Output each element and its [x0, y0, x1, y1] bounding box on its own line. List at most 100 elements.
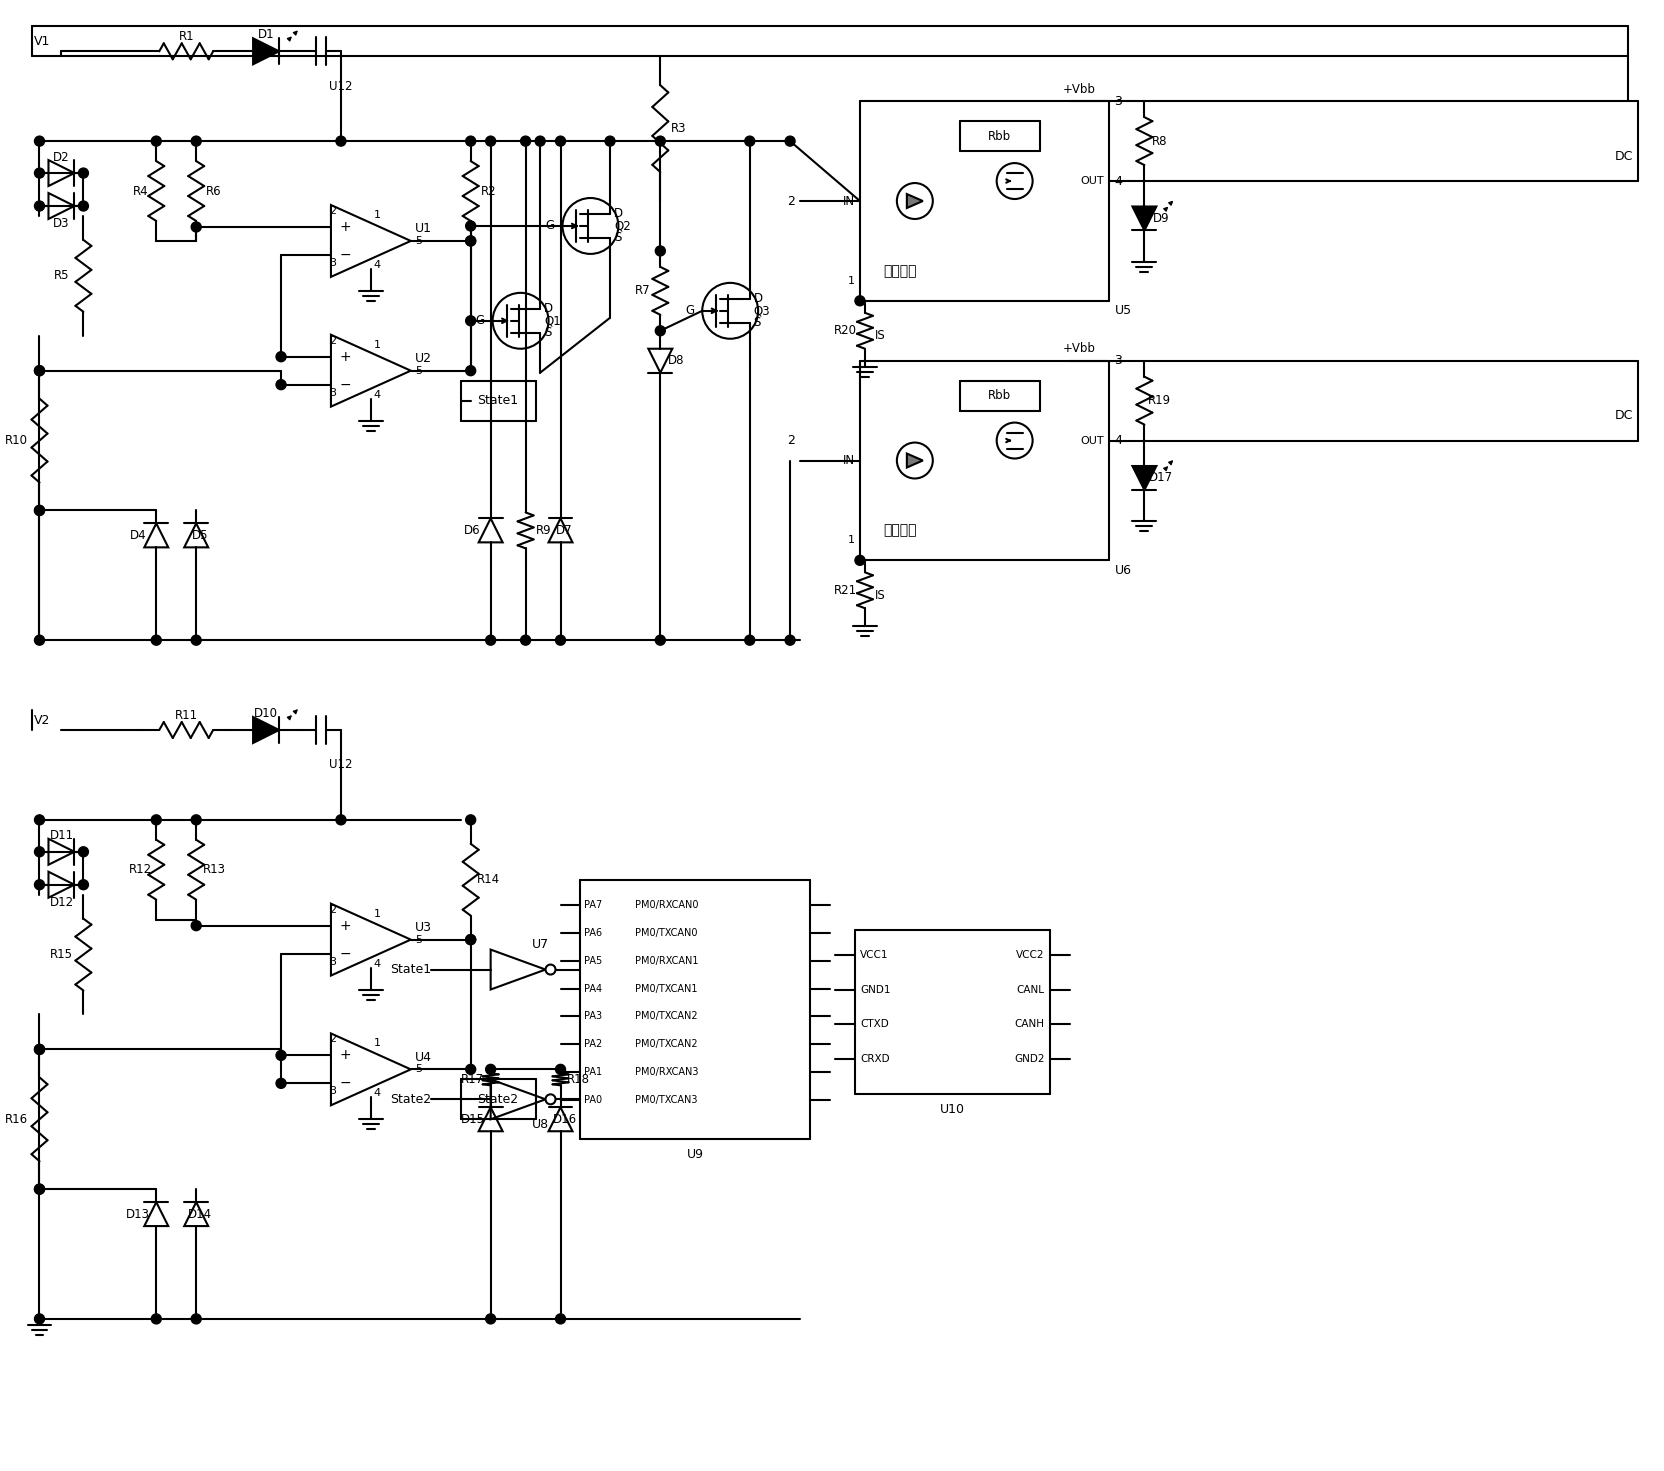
Text: V1: V1: [33, 35, 50, 49]
Text: R19: R19: [1148, 394, 1171, 407]
Text: U4: U4: [414, 1050, 431, 1064]
Text: R1: R1: [178, 29, 195, 43]
Circle shape: [35, 366, 45, 375]
Circle shape: [35, 1184, 45, 1194]
Text: U12: U12: [329, 759, 353, 771]
Text: 4: 4: [1115, 434, 1122, 447]
Text: CRXD: CRXD: [860, 1055, 890, 1065]
Text: PM0/TXCAN2: PM0/TXCAN2: [636, 1012, 697, 1021]
Circle shape: [78, 202, 88, 210]
Circle shape: [78, 847, 88, 856]
Circle shape: [191, 137, 201, 146]
Text: R2: R2: [481, 184, 496, 197]
Text: R12: R12: [128, 863, 151, 877]
Circle shape: [556, 1065, 566, 1074]
Text: IS: IS: [875, 588, 885, 602]
Text: R10: R10: [5, 434, 28, 447]
Text: +Vbb: +Vbb: [1063, 82, 1097, 96]
Circle shape: [35, 1314, 45, 1324]
Circle shape: [336, 815, 346, 825]
Text: 2: 2: [329, 905, 336, 915]
Circle shape: [486, 1314, 496, 1324]
Text: R8: R8: [1151, 135, 1166, 147]
Circle shape: [785, 137, 795, 146]
Text: 3: 3: [329, 956, 336, 966]
Circle shape: [35, 635, 45, 646]
Circle shape: [855, 556, 865, 565]
Circle shape: [35, 880, 45, 890]
Text: PM0/TXCAN3: PM0/TXCAN3: [636, 1096, 697, 1105]
Text: GND2: GND2: [1013, 1055, 1045, 1065]
Circle shape: [466, 934, 476, 944]
Circle shape: [276, 1050, 286, 1061]
Text: 4: 4: [373, 959, 381, 968]
Text: D9: D9: [1153, 212, 1170, 225]
Text: U2: U2: [414, 352, 431, 365]
Text: State2: State2: [478, 1093, 518, 1106]
Circle shape: [191, 1314, 201, 1324]
Text: OUT: OUT: [1082, 177, 1105, 185]
Polygon shape: [1133, 206, 1156, 231]
Circle shape: [276, 1078, 286, 1089]
Circle shape: [521, 137, 531, 146]
Text: D10: D10: [255, 706, 278, 719]
Circle shape: [745, 137, 755, 146]
Text: IN: IN: [844, 455, 855, 466]
Text: R13: R13: [203, 863, 226, 877]
Text: R16: R16: [5, 1112, 28, 1125]
Circle shape: [191, 222, 201, 232]
Text: Q2: Q2: [614, 219, 631, 232]
Circle shape: [151, 1314, 161, 1324]
Text: Q3: Q3: [754, 304, 770, 318]
Text: −: −: [339, 946, 351, 961]
Text: V2: V2: [33, 713, 50, 727]
Polygon shape: [253, 716, 280, 743]
Circle shape: [35, 1044, 45, 1055]
Circle shape: [656, 635, 666, 646]
Text: +: +: [339, 919, 351, 933]
Text: +: +: [339, 221, 351, 234]
Circle shape: [191, 921, 201, 931]
Circle shape: [35, 1044, 45, 1055]
Circle shape: [191, 635, 201, 646]
Text: +: +: [339, 1049, 351, 1062]
Text: R5: R5: [53, 269, 70, 282]
Circle shape: [606, 137, 616, 146]
Text: D16: D16: [552, 1112, 576, 1125]
Text: D12: D12: [50, 896, 73, 909]
Text: R6: R6: [206, 184, 221, 197]
Circle shape: [35, 847, 45, 856]
Text: D2: D2: [53, 150, 70, 163]
Text: D11: D11: [50, 830, 73, 843]
Text: D6: D6: [464, 524, 481, 537]
Circle shape: [151, 137, 161, 146]
Circle shape: [466, 366, 476, 375]
Text: 3: 3: [1115, 355, 1122, 368]
Circle shape: [35, 137, 45, 146]
Circle shape: [35, 506, 45, 515]
Text: D7: D7: [556, 524, 572, 537]
Text: +Vbb: +Vbb: [1063, 343, 1097, 355]
Text: R21: R21: [834, 584, 857, 597]
Text: PA1: PA1: [584, 1068, 602, 1077]
Text: PM0/TXCAN0: PM0/TXCAN0: [636, 928, 697, 937]
Text: IS: IS: [875, 330, 885, 343]
Text: G: G: [546, 219, 554, 232]
Circle shape: [466, 235, 476, 246]
Text: PA3: PA3: [584, 1012, 602, 1021]
Text: 1: 1: [373, 909, 381, 919]
Text: U7: U7: [532, 938, 549, 952]
Polygon shape: [1133, 466, 1156, 490]
Text: 1: 1: [373, 1039, 381, 1049]
Text: 2: 2: [787, 434, 795, 447]
Circle shape: [556, 137, 566, 146]
Text: 4: 4: [373, 260, 381, 269]
Circle shape: [191, 815, 201, 825]
Text: D17: D17: [1150, 472, 1173, 484]
Text: D15: D15: [461, 1112, 484, 1125]
Polygon shape: [253, 38, 280, 65]
Circle shape: [466, 137, 476, 146]
Text: PM0/TXCAN1: PM0/TXCAN1: [636, 984, 697, 993]
Circle shape: [276, 380, 286, 390]
Text: D: D: [614, 207, 622, 221]
